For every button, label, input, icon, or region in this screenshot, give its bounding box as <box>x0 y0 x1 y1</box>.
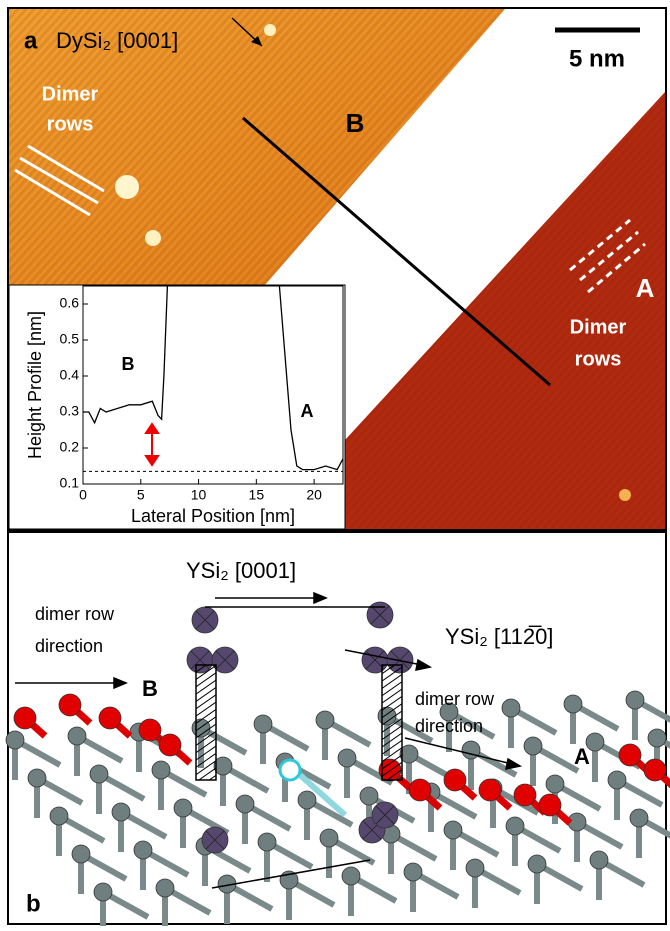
region-label: B <box>142 676 158 701</box>
direction-label: DySi₂ [0001] <box>56 28 178 53</box>
si-atom <box>112 803 130 821</box>
dy-atom <box>409 779 431 801</box>
si-atom <box>626 691 644 709</box>
dy-atom <box>539 794 561 816</box>
direction-label: YSi₂ [0001] <box>186 558 296 583</box>
si-atom <box>94 883 112 901</box>
x-tick-label: 10 <box>191 487 207 503</box>
dy-atom <box>139 719 161 741</box>
inset-label: A <box>301 401 314 421</box>
si-atom <box>316 711 334 729</box>
si-atom <box>134 841 152 859</box>
dy-atom <box>644 759 666 781</box>
annotation: Dimer <box>570 316 627 338</box>
si-atom <box>404 863 422 881</box>
atom-model <box>6 602 670 926</box>
vacancy-atom <box>280 760 300 780</box>
si-atom <box>28 769 46 787</box>
dy-atom <box>479 779 501 801</box>
x-tick-label: 0 <box>79 487 87 503</box>
page: {"panel_a": {"label": "a", "direction": … <box>0 0 670 926</box>
si-atom <box>506 817 524 835</box>
si-atom <box>6 731 24 749</box>
x-tick-label: 15 <box>249 487 265 503</box>
annotation: dimer row <box>35 604 115 624</box>
x-axis-label: Lateral Position [nm] <box>131 506 295 526</box>
si-atom <box>630 809 648 827</box>
body: a DySi₂ [0001] 5 nm B A Dimer rows Dimer… <box>0 0 670 926</box>
si-atom <box>90 765 108 783</box>
annotation: rows <box>47 113 94 135</box>
si-atom <box>254 715 272 733</box>
si-atom <box>608 771 626 789</box>
inset-label: B <box>122 354 135 374</box>
si-atom <box>502 699 520 717</box>
si-atom <box>524 737 542 755</box>
si-atom <box>152 761 170 779</box>
si-atom <box>174 799 192 817</box>
scale-bar-label: 5 nm <box>569 45 625 72</box>
dy-atom <box>444 769 466 791</box>
si-atom <box>236 795 254 813</box>
region-label: A <box>636 273 655 303</box>
si-atom <box>342 867 360 885</box>
si-atom <box>444 821 462 839</box>
si-atom <box>258 833 276 851</box>
dy-atom <box>514 784 536 806</box>
y-tick-label: 0.6 <box>60 295 80 311</box>
si-atom <box>546 775 564 793</box>
y-tick-label: 0.5 <box>60 331 80 347</box>
region-label: B <box>346 108 365 138</box>
x-tick-label: 20 <box>306 487 322 503</box>
si-atom <box>50 807 68 825</box>
direction-label: YSi₂ [112̅0] <box>445 624 553 649</box>
annotation: direction <box>35 636 103 656</box>
si-atom <box>648 729 666 747</box>
si-atom <box>528 855 546 873</box>
dy-atom <box>159 734 181 756</box>
dy-atom <box>99 707 121 729</box>
y-axis-label: Height Profile [nm] <box>25 311 45 459</box>
si-atom <box>338 749 356 767</box>
si-atom <box>320 829 338 847</box>
annotation: direction <box>415 716 483 736</box>
y-tick-label: 0.1 <box>60 475 80 491</box>
si-atom <box>564 695 582 713</box>
si-atom <box>298 791 316 809</box>
panel-label: a <box>24 27 38 54</box>
y-tick-label: 0.3 <box>60 403 80 419</box>
y-tick-label: 0.4 <box>60 367 80 383</box>
dy-atom <box>14 707 36 729</box>
annotation: Dimer <box>42 83 99 105</box>
annotation: rows <box>575 348 622 370</box>
annotation: dimer row <box>415 689 495 709</box>
si-atom <box>68 727 86 745</box>
x-tick-label: 5 <box>137 487 145 503</box>
si-atom <box>72 845 90 863</box>
si-atom <box>360 787 378 805</box>
region-label: A <box>574 744 590 769</box>
y-tick-label: 0.2 <box>60 439 80 455</box>
dy-atom <box>619 744 641 766</box>
panel-label: b <box>26 890 41 917</box>
si-atom <box>590 851 608 869</box>
si-atom <box>156 879 174 897</box>
figure: a DySi₂ [0001] 5 nm B A Dimer rows Dimer… <box>0 0 670 926</box>
dy-atom <box>59 694 81 716</box>
si-atom <box>466 859 484 877</box>
